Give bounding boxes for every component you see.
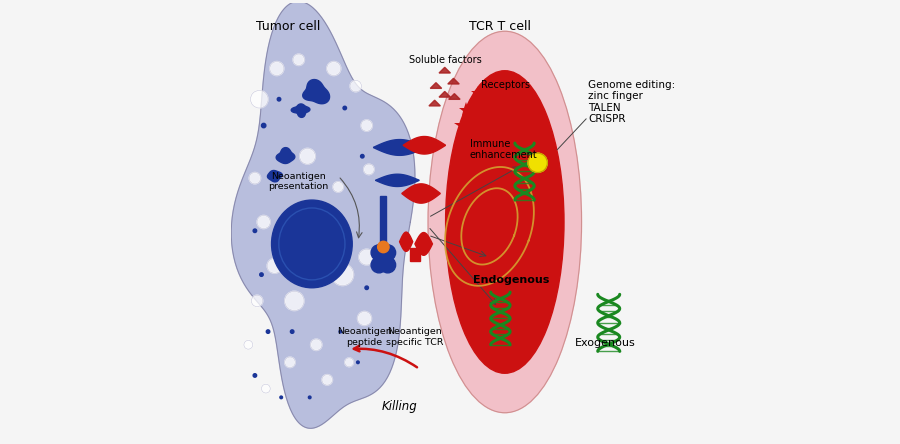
- Polygon shape: [403, 136, 446, 154]
- Polygon shape: [375, 174, 419, 186]
- Circle shape: [257, 215, 270, 229]
- Circle shape: [277, 98, 281, 101]
- Circle shape: [310, 89, 313, 92]
- Circle shape: [260, 273, 263, 276]
- Ellipse shape: [446, 71, 564, 373]
- Circle shape: [364, 286, 368, 289]
- Circle shape: [378, 241, 389, 253]
- Circle shape: [309, 396, 311, 399]
- Circle shape: [280, 396, 283, 399]
- Text: Tumor cell: Tumor cell: [256, 20, 320, 33]
- Circle shape: [253, 374, 256, 377]
- Circle shape: [371, 257, 387, 273]
- Text: Neoantigen
peptide: Neoantigen peptide: [338, 327, 392, 347]
- Circle shape: [331, 264, 354, 285]
- Polygon shape: [448, 78, 459, 84]
- Circle shape: [361, 155, 365, 158]
- Ellipse shape: [272, 200, 352, 288]
- Circle shape: [356, 361, 359, 364]
- Circle shape: [293, 54, 304, 65]
- Polygon shape: [231, 1, 415, 428]
- Polygon shape: [400, 232, 413, 251]
- Polygon shape: [430, 83, 442, 88]
- Circle shape: [262, 123, 266, 128]
- Circle shape: [291, 330, 294, 333]
- Circle shape: [361, 120, 373, 131]
- Text: Receptors: Receptors: [481, 79, 530, 90]
- Polygon shape: [302, 79, 329, 104]
- Circle shape: [380, 245, 396, 261]
- Text: Killing: Killing: [382, 400, 418, 412]
- Circle shape: [284, 357, 295, 368]
- Circle shape: [343, 106, 346, 110]
- Polygon shape: [267, 170, 283, 182]
- Polygon shape: [429, 100, 440, 106]
- Circle shape: [244, 341, 253, 349]
- Polygon shape: [439, 91, 450, 97]
- Circle shape: [267, 258, 282, 274]
- Polygon shape: [292, 104, 310, 117]
- Text: Neoantigen
specific TCR: Neoantigen specific TCR: [386, 327, 444, 347]
- Ellipse shape: [428, 31, 581, 413]
- Circle shape: [364, 164, 374, 174]
- Circle shape: [359, 249, 374, 265]
- Circle shape: [333, 182, 344, 192]
- Polygon shape: [410, 248, 420, 262]
- Circle shape: [357, 311, 372, 325]
- Circle shape: [380, 257, 396, 273]
- Circle shape: [270, 62, 284, 75]
- Text: Endogenous: Endogenous: [473, 274, 550, 285]
- Polygon shape: [380, 196, 386, 266]
- Text: Neoantigen
presentation: Neoantigen presentation: [268, 171, 328, 191]
- Circle shape: [249, 172, 261, 184]
- Polygon shape: [449, 94, 460, 99]
- Text: Genome editing:
zinc finger
TALEN
CRISPR: Genome editing: zinc finger TALEN CRISPR: [588, 79, 675, 124]
- Text: Exogenous: Exogenous: [575, 338, 636, 348]
- Polygon shape: [401, 184, 440, 203]
- Circle shape: [262, 384, 270, 393]
- Polygon shape: [276, 147, 295, 163]
- Circle shape: [251, 295, 263, 307]
- Polygon shape: [415, 233, 433, 255]
- Circle shape: [310, 339, 322, 350]
- Polygon shape: [374, 139, 426, 155]
- Circle shape: [371, 245, 387, 261]
- Circle shape: [250, 91, 268, 108]
- Circle shape: [327, 62, 341, 75]
- Text: Immune
enhancement: Immune enhancement: [470, 139, 537, 160]
- Circle shape: [345, 358, 354, 367]
- Circle shape: [300, 148, 315, 164]
- Circle shape: [253, 229, 256, 233]
- Circle shape: [322, 375, 332, 385]
- Circle shape: [339, 330, 342, 333]
- Text: Soluble factors: Soluble factors: [410, 56, 482, 65]
- Text: TCR T cell: TCR T cell: [470, 20, 531, 33]
- Circle shape: [528, 153, 547, 172]
- Circle shape: [284, 291, 304, 310]
- Polygon shape: [439, 67, 450, 73]
- Circle shape: [266, 330, 270, 333]
- Circle shape: [350, 80, 362, 92]
